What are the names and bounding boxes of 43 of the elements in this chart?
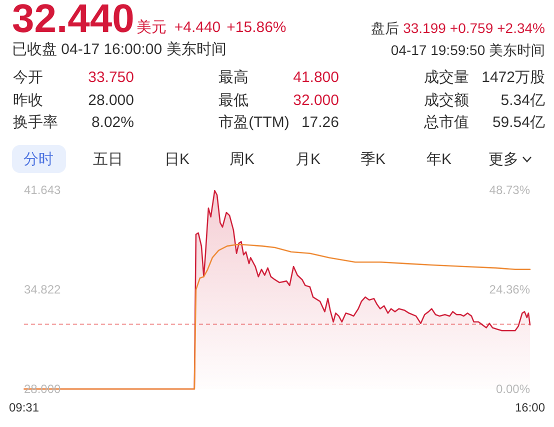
text: +2.34% [497,20,545,36]
text: 周K [229,150,254,168]
text: 32.440 [12,0,134,41]
text: 8.02% [91,114,134,132]
text: +0.759 [450,20,494,36]
text: 最高 [218,69,249,87]
text: +4.440 [174,19,221,36]
x-tick-label: 16:00 [514,400,546,415]
text: 日K [164,150,190,168]
x-tick-label: 09:31 [8,400,40,415]
text: 年K [426,150,452,168]
text: 昨收 [13,92,43,110]
text: 28.000 [88,92,134,110]
y2-tick-label: 48.73% [489,182,530,197]
y-tick-label: 34.822 [24,282,62,296]
text: 59.54亿 [492,114,545,132]
text: 33.750 [88,69,134,87]
text: 美元 [136,18,166,37]
y2-tick-label: 24.36% [489,282,530,296]
text: 更多 [488,150,518,168]
y2-tick-label: 0.00% [496,382,530,396]
text: 盘后 [371,20,400,38]
y-tick-label: 41.643 [24,182,62,197]
text: 成交量 [424,69,469,87]
text: 今开 [13,69,43,87]
text: 41.800 [293,69,339,87]
text: 分时 [24,150,54,168]
text: 五日 [93,150,123,168]
text: 最低 [218,92,249,110]
text: 17.26 [301,114,339,132]
text: 1472万股 [482,69,545,87]
text: 04-17 19:59:50 美东时间 [390,42,545,59]
text: 5.34亿 [500,92,545,110]
text: 季K [360,150,386,168]
text: +15.86% [226,19,286,36]
text: 32.000 [293,92,339,110]
text: 成交额 [424,92,469,110]
text: 已收盘 04-17 16:00:00 美东时间 [12,41,226,59]
text: 总市值 [424,114,469,132]
text: 市盈(TTM) [218,114,290,132]
text: 换手率 [13,114,58,132]
text: 月K [295,150,320,168]
text: 33.199 [403,20,446,36]
